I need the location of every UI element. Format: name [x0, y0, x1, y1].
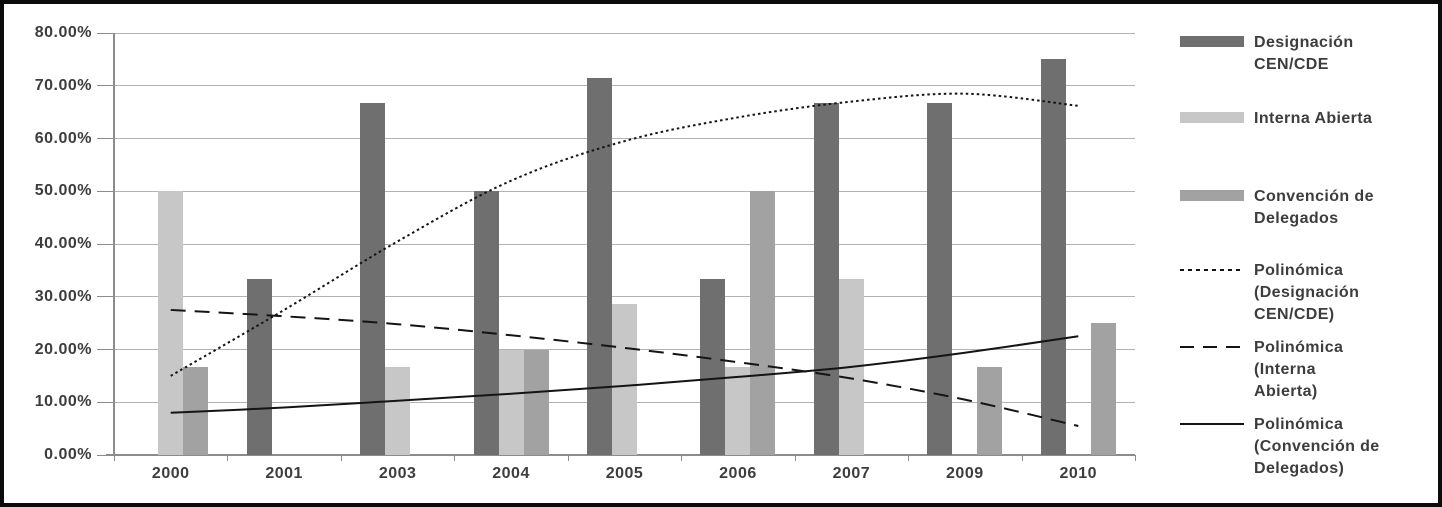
x-axis-label: 2005: [605, 465, 644, 482]
legend-item-label: Polinómica (Convención de Delegados): [1254, 414, 1432, 480]
bar-convencion-de-delegados: [183, 366, 209, 455]
legend-item-label: Designación CEN/CDE: [1254, 32, 1432, 76]
x-axis-tick: [681, 455, 683, 461]
bar-convencion-de-delegados: [977, 366, 1003, 455]
legend-dashed-line-key: [1180, 346, 1244, 348]
x-axis-label: 2009: [946, 465, 984, 482]
x-axis-label: 2001: [265, 465, 303, 482]
legend-dotted-line-key: [1180, 269, 1244, 271]
legend-solid-line-key: [1180, 423, 1244, 425]
x-axis-tick: [794, 455, 796, 461]
y-axis-label: 20.00%: [34, 340, 92, 358]
y-axis-tick: [97, 243, 114, 245]
legend-label-line: Polinómica: [1254, 416, 1344, 433]
x-axis-tick: [908, 455, 910, 461]
y-axis-label: 40.00%: [34, 235, 92, 252]
x-axis-tick: [454, 455, 456, 461]
y-axis-tick: [97, 454, 114, 456]
legend-label-line: (Interna: [1254, 361, 1316, 378]
bar-designacion-cen-cde: [813, 103, 839, 455]
legend-item-label: Polinómica (Interna Abierta): [1254, 337, 1432, 403]
legend-item-label: Interna Abierta: [1254, 108, 1432, 130]
y-axis-tick: [97, 32, 114, 34]
gridline: [114, 85, 1135, 87]
legend-label-line: Designación: [1254, 34, 1354, 51]
legend-label-line: (Convención de: [1254, 438, 1380, 455]
legend-bar-swatch: [1180, 112, 1244, 123]
bar-interna-abierta: [498, 349, 524, 455]
x-axis-tick: [340, 455, 342, 461]
bar-interna-abierta: [612, 304, 637, 455]
y-axis-label: 80.00%: [34, 24, 92, 41]
y-axis-label: 30.00%: [34, 287, 92, 305]
gridline: [114, 190, 1135, 192]
x-axis-label: 2006: [719, 465, 757, 482]
legend-label-line: (Designación: [1254, 284, 1360, 301]
y-axis-tick: [97, 138, 114, 139]
x-axis-label: 2010: [1059, 465, 1098, 482]
legend-item-label: Polinómica (Designación CEN/CDE): [1254, 260, 1432, 326]
bar-convencion-de-delegados: [750, 191, 776, 455]
legend-item-label: Convención de Delegados: [1254, 186, 1432, 230]
legend-label-line: Abierta): [1254, 383, 1318, 400]
y-axis-tick: [97, 190, 114, 192]
x-axis-tick: [114, 455, 115, 461]
bar-designacion-cen-cde: [246, 279, 272, 455]
bar-convencion-de-delegados: [523, 349, 549, 455]
bar-designacion-cen-cde: [587, 78, 612, 455]
legend-label-line: Polinómica: [1254, 262, 1344, 279]
legend-label-line: CEN/CDE): [1254, 306, 1335, 323]
y-axis-label: 70.00%: [34, 76, 92, 94]
gridline: [114, 243, 1135, 245]
y-axis-label: 10.00%: [34, 393, 92, 411]
bar-convencion-de-delegados: [1090, 323, 1116, 455]
y-axis-tick: [97, 85, 114, 87]
bar-designacion-cen-cde: [700, 279, 726, 455]
x-axis-tick: [1021, 455, 1023, 461]
y-axis-tick: [97, 401, 114, 403]
x-axis-label: 2000: [151, 465, 190, 482]
y-axis-line: [113, 33, 115, 455]
x-axis-tick: [567, 455, 569, 461]
y-axis-tick: [97, 296, 114, 298]
bar-interna-abierta: [725, 366, 751, 455]
x-axis-tick: [1135, 455, 1136, 461]
bar-designacion-cen-cde: [1040, 59, 1066, 455]
legend-label-line: Delegados): [1254, 460, 1345, 477]
bar-designacion-cen-cde: [360, 103, 386, 455]
legend-bar-swatch: [1180, 190, 1244, 201]
x-axis-label: 2004: [492, 465, 530, 482]
gridline: [114, 138, 1135, 139]
legend-label-line: Interna Abierta: [1254, 110, 1373, 127]
legend-label-line: Convención de: [1254, 188, 1374, 205]
legend-bar-swatch: [1180, 36, 1244, 47]
legend-label-line: Polinómica: [1254, 339, 1344, 356]
bar-interna-abierta: [838, 279, 864, 455]
y-axis-label: 50.00%: [34, 182, 92, 200]
bar-designacion-cen-cde: [927, 103, 953, 455]
bar-designacion-cen-cde: [473, 191, 499, 455]
legend-label-line: CEN/CDE: [1254, 56, 1329, 73]
bar-interna-abierta: [158, 191, 184, 455]
y-axis-label: 0.00%: [44, 446, 92, 463]
x-axis-label: 2007: [832, 465, 871, 482]
x-axis-label: 2003: [378, 465, 417, 482]
gridline: [114, 32, 1135, 34]
legend-label-line: Delegados: [1254, 210, 1339, 227]
bar-interna-abierta: [385, 366, 411, 455]
y-axis-label: 60.00%: [34, 129, 92, 147]
x-axis-line: [106, 454, 1135, 456]
x-axis-tick: [227, 455, 229, 461]
y-axis-tick: [97, 349, 114, 350]
